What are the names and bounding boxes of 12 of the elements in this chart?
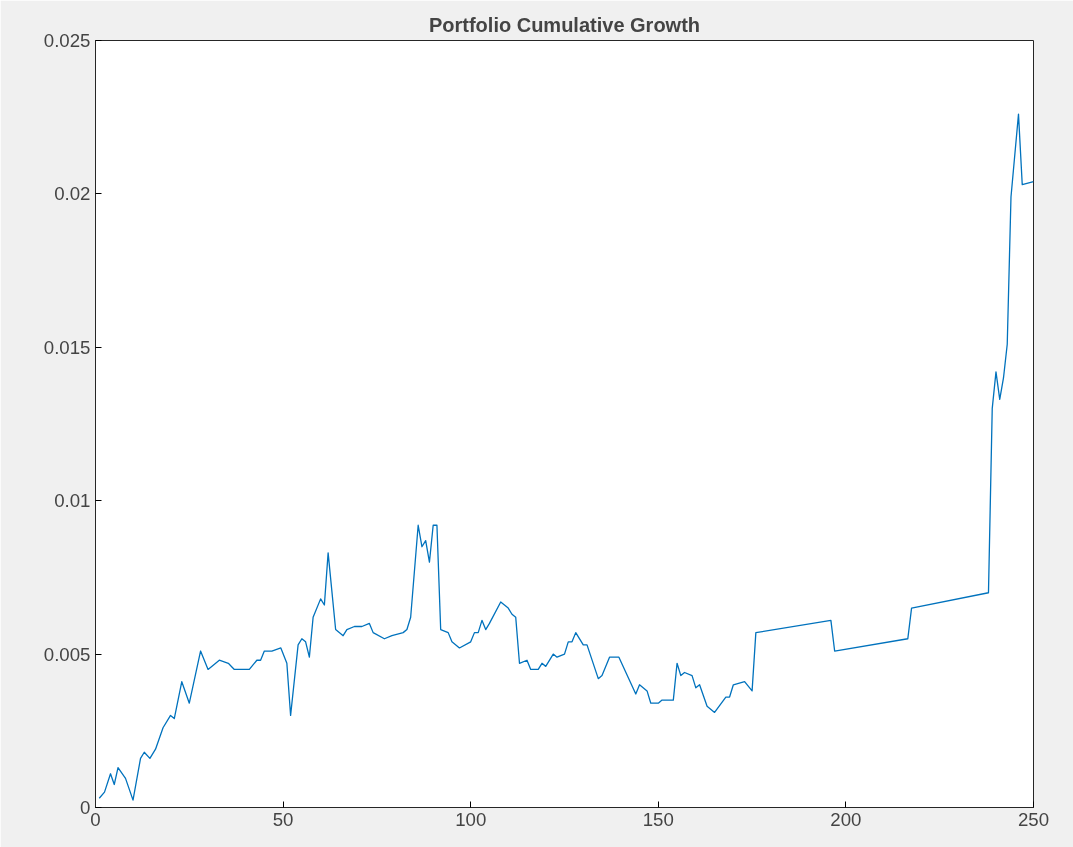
y-tick-label: 0.025 <box>43 30 91 51</box>
y-tick-label: 0.015 <box>43 336 91 358</box>
x-tick-label: 250 <box>1017 808 1050 830</box>
x-tick-label: 50 <box>272 808 294 830</box>
y-tick-label: 0.005 <box>43 643 91 665</box>
x-tick-label: 200 <box>830 808 862 830</box>
y-tick-label: 0.02 <box>54 183 91 205</box>
x-tick-label: 100 <box>455 808 487 830</box>
line-series <box>98 113 1034 801</box>
chart-title: Portfolio Cumulative Growth <box>428 13 701 36</box>
y-tick-label: 0.01 <box>54 490 91 512</box>
x-tick-label: 150 <box>642 808 674 830</box>
